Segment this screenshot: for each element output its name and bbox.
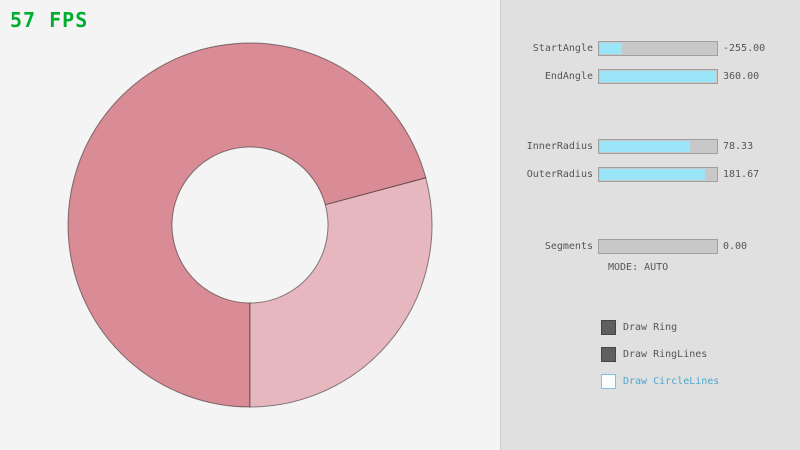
draw-ring-checkbox-box[interactable]	[601, 320, 616, 335]
slider-row-startangle: StartAngle -255.00	[501, 41, 800, 56]
endangle-value: 360.00	[723, 71, 760, 82]
startangle-label: StartAngle	[532, 43, 593, 54]
endangle-slider[interactable]	[598, 69, 718, 84]
startangle-slider-fill	[600, 43, 622, 54]
slider-row-segments: Segments 0.00	[501, 239, 800, 254]
endangle-label: EndAngle	[544, 71, 593, 82]
fps-counter: 57 FPS	[10, 8, 89, 32]
control-panel: StartAngle -255.00 EndAngle 360.00 Inner…	[500, 0, 800, 450]
innerradius-slider-fill	[600, 141, 691, 152]
draw-circlelines-checkbox-label: Draw CircleLines	[623, 376, 720, 387]
ring-segment-light	[249, 177, 433, 408]
outerradius-value: 181.67	[723, 169, 760, 180]
slider-row-innerradius: InnerRadius 78.33	[501, 139, 800, 154]
segments-slider[interactable]	[598, 239, 718, 254]
slider-row-outerradius: OuterRadius 181.67	[501, 167, 800, 182]
draw-circlelines-checkbox-box[interactable]	[601, 374, 616, 389]
startangle-slider[interactable]	[598, 41, 718, 56]
draw-ringlines-checkbox-label: Draw RingLines	[623, 349, 708, 360]
outerradius-label: OuterRadius	[526, 169, 593, 180]
slider-row-endangle: EndAngle 360.00	[501, 69, 800, 84]
segments-value: 0.00	[723, 241, 748, 252]
innerradius-value: 78.33	[723, 141, 754, 152]
endangle-slider-fill	[600, 71, 716, 82]
draw-ringlines-checkbox-box[interactable]	[601, 347, 616, 362]
draw-ring-checkbox-label: Draw Ring	[623, 322, 678, 333]
outerradius-slider-fill	[600, 169, 706, 180]
innerradius-slider[interactable]	[598, 139, 718, 154]
ring-preview	[67, 42, 433, 408]
mode-label: MODE: AUTO	[608, 262, 669, 273]
outerradius-slider[interactable]	[598, 167, 718, 182]
segments-label: Segments	[544, 241, 593, 252]
innerradius-label: InnerRadius	[526, 141, 593, 152]
draw-canvas: 57 FPS	[10, 8, 433, 408]
startangle-value: -255.00	[723, 43, 766, 54]
ring-segment-dark	[67, 42, 427, 408]
